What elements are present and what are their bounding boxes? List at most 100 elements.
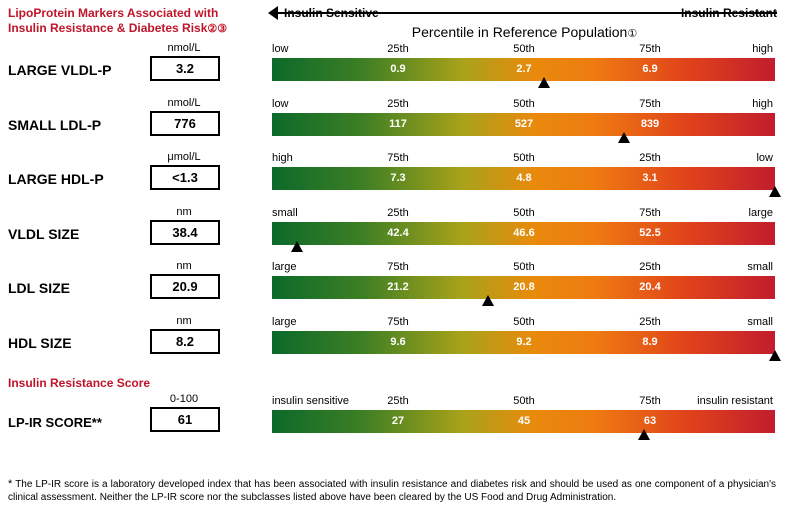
- lpir-tick-0: insulin sensitive: [272, 395, 350, 407]
- marker-0-bar-value-1: 2.7: [516, 63, 532, 75]
- marker-0-tick-0: low: [272, 43, 289, 55]
- marker-3-tick-3: 75th: [639, 207, 661, 219]
- marker-1-label: SMALL LDL-P: [8, 117, 102, 133]
- marker-1-tick-2: 50th: [513, 98, 535, 110]
- marker-3-gradient-bar: [272, 222, 775, 245]
- marker-2-position-marker-icon: [769, 186, 781, 197]
- marker-5-tick-4: small: [747, 316, 773, 328]
- lpir-tick-1: 25th: [387, 395, 409, 407]
- left-arrow-icon: [268, 6, 278, 20]
- marker-4-value-box: 20.9: [150, 274, 220, 299]
- marker-5-bar-value-0: 9.6: [390, 336, 406, 348]
- marker-4-tick-3: 25th: [639, 261, 661, 273]
- panel-title: LipoProtein Markers Associated with Insu…: [8, 6, 258, 37]
- marker-2-label: LARGE HDL-P: [8, 171, 104, 187]
- lpir-label: LP-IR SCORE**: [8, 415, 102, 430]
- marker-3-tick-2: 50th: [513, 207, 535, 219]
- footnote-text: The LP-IR score is a laboratory develope…: [8, 479, 776, 503]
- lpir-tick-4: insulin resistant: [697, 395, 773, 407]
- marker-5-position-marker-icon: [769, 350, 781, 361]
- marker-0-position-marker-icon: [537, 77, 550, 88]
- marker-5-bar-value-2: 8.9: [642, 336, 658, 348]
- marker-0-tick-3: 75th: [639, 43, 661, 55]
- marker-0-tick-2: 50th: [513, 43, 535, 55]
- marker-0-tick-4: high: [752, 43, 773, 55]
- marker-4-unit: nm: [176, 260, 192, 272]
- marker-0-tick-1: 25th: [387, 43, 409, 55]
- marker-1-gradient-bar: [272, 113, 775, 136]
- marker-0-gradient-bar: [272, 58, 775, 81]
- marker-4-tick-2: 50th: [513, 261, 535, 273]
- marker-3-value-box: 38.4: [150, 220, 220, 245]
- marker-1-value-box: 776: [150, 111, 220, 136]
- marker-2-unit: μmol/L: [167, 151, 201, 163]
- marker-4-bar-value-2: 20.4: [639, 281, 661, 293]
- marker-2-tick-2: 50th: [513, 152, 535, 164]
- marker-2-tick-1: 75th: [387, 152, 409, 164]
- lpir-tick-2: 50th: [513, 395, 535, 407]
- marker-4-bar-value-0: 21.2: [387, 281, 409, 293]
- marker-1-tick-0: low: [272, 98, 289, 110]
- marker-3-tick-4: large: [748, 207, 773, 219]
- lpir-bar-value-2: 63: [643, 415, 657, 427]
- percentile-ref: ①: [627, 28, 638, 40]
- marker-3-bar-value-0: 42.4: [387, 227, 409, 239]
- marker-1-position-marker-icon: [618, 132, 631, 143]
- marker-4-gradient-bar: [272, 276, 775, 299]
- marker-5-gradient-bar: [272, 331, 775, 354]
- marker-5-unit: nm: [176, 315, 192, 327]
- lpir-name-suffix: **: [91, 415, 102, 430]
- marker-4-label: LDL SIZE: [8, 280, 70, 296]
- marker-3-tick-1: 25th: [387, 207, 409, 219]
- title-refs: ②③: [207, 23, 228, 35]
- marker-1-bar-value-2: 839: [640, 118, 660, 130]
- marker-1-tick-4: high: [752, 98, 773, 110]
- panel-title-line2: Insulin Resistance & Diabetes Risk: [8, 21, 208, 35]
- marker-1-tick-3: 75th: [639, 98, 661, 110]
- marker-4-tick-1: 75th: [387, 261, 409, 273]
- marker-0-bar-value-0: 0.9: [390, 63, 406, 75]
- lpir-bar-value-0: 27: [391, 415, 405, 427]
- lpir-name: LP-IR SCORE: [8, 415, 92, 430]
- marker-0-bar-value-2: 6.9: [642, 63, 658, 75]
- marker-2-bar-value-2: 3.1: [642, 172, 658, 184]
- marker-2-value-box: <1.3: [150, 165, 220, 190]
- marker-1-unit: nmol/L: [167, 97, 201, 109]
- marker-0-unit: nmol/L: [167, 42, 201, 54]
- panel-title-line1: LipoProtein Markers Associated with: [8, 6, 219, 20]
- lpir-tick-3: 75th: [639, 395, 661, 407]
- marker-1-tick-1: 25th: [387, 98, 409, 110]
- marker-2-bar-value-0: 7.3: [390, 172, 406, 184]
- marker-3-unit: nm: [176, 206, 192, 218]
- marker-3-label: VLDL SIZE: [8, 226, 80, 242]
- marker-4-bar-value-1: 20.8: [513, 281, 535, 293]
- percentile-title-text: Percentile in Reference Population: [411, 24, 628, 40]
- footnote-star: *: [8, 478, 13, 490]
- marker-3-bar-value-1: 46.6: [513, 227, 535, 239]
- marker-4-tick-4: small: [747, 261, 773, 273]
- marker-4-position-marker-icon: [482, 295, 495, 306]
- sensitivity-axis-line: [272, 12, 777, 14]
- marker-1-bar-value-0: 117: [389, 118, 407, 130]
- insulin-resistant-label: Insulin Resistant: [680, 6, 777, 20]
- lpir-value: 61: [150, 407, 220, 432]
- footnote: * The LP-IR score is a laboratory develo…: [8, 478, 776, 504]
- marker-5-tick-1: 75th: [387, 316, 409, 328]
- marker-5-tick-2: 50th: [513, 316, 535, 328]
- insulin-sensitive-label: Insulin Sensitive: [284, 6, 379, 20]
- marker-5-label: HDL SIZE: [8, 335, 72, 351]
- marker-3-tick-0: small: [272, 207, 298, 219]
- marker-5-value-box: 8.2: [150, 329, 220, 354]
- marker-2-gradient-bar: [272, 167, 775, 190]
- lpir-unit: 0-100: [169, 393, 199, 405]
- marker-1-bar-value-1: 527: [514, 118, 534, 130]
- lpir-gradient-bar: [272, 410, 775, 433]
- marker-0-value-box: 3.2: [150, 56, 220, 81]
- insulin-resistance-section-title: Insulin Resistance Score: [8, 376, 151, 390]
- marker-2-bar-value-1: 4.8: [516, 172, 532, 184]
- marker-3-bar-value-2: 52.5: [639, 227, 661, 239]
- marker-2-tick-4: low: [756, 152, 773, 164]
- marker-5-bar-value-1: 9.2: [516, 336, 532, 348]
- marker-2-tick-0: high: [272, 152, 293, 164]
- marker-5-tick-3: 25th: [639, 316, 661, 328]
